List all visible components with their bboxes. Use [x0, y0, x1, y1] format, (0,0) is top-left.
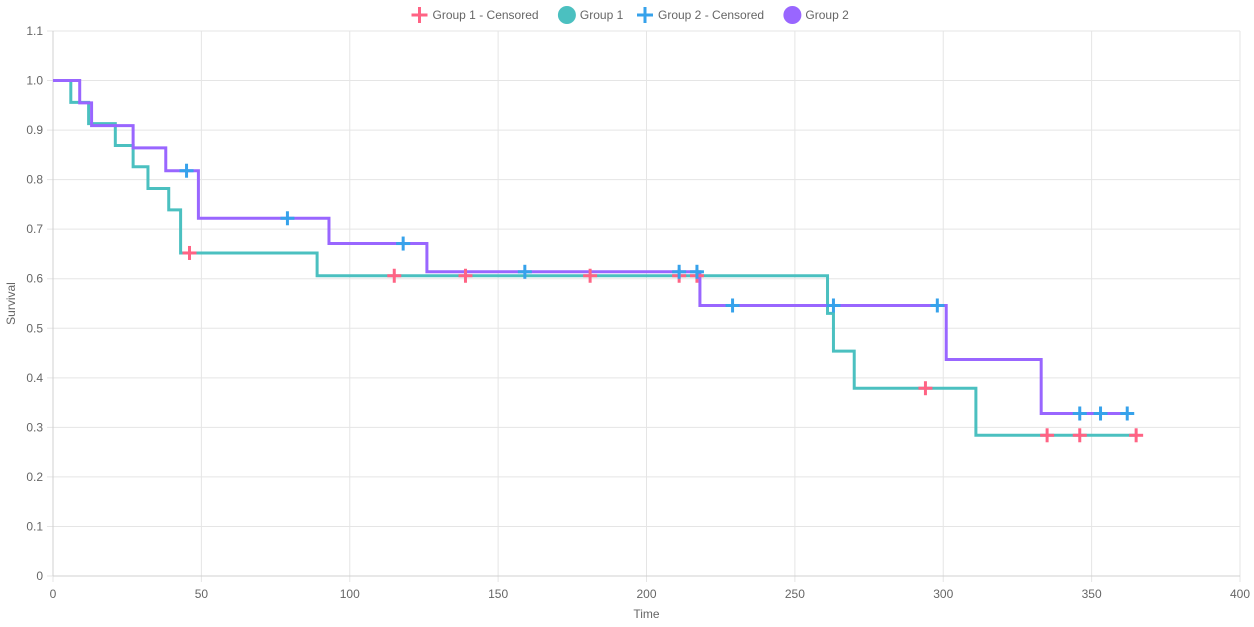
- y-tick-label: 0.2: [26, 470, 43, 484]
- legend-label: Group 1: [580, 8, 624, 22]
- censored-point[interactable]: [725, 298, 740, 313]
- x-tick-label: 200: [636, 587, 656, 601]
- censored-point[interactable]: [583, 268, 598, 283]
- y-tick-label: 0.7: [26, 222, 43, 236]
- legend-circle-icon: [783, 6, 802, 24]
- censored-point[interactable]: [1120, 406, 1135, 421]
- legend-circle-icon: [557, 6, 576, 24]
- y-tick-label: 0.6: [26, 272, 43, 286]
- series-line-group-2: [53, 79, 1128, 415]
- x-tick-label: 400: [1230, 587, 1250, 601]
- y-tick-label: 0.1: [26, 519, 43, 533]
- y-tick-label: 0.5: [26, 321, 43, 335]
- x-tick-label: 300: [933, 587, 953, 601]
- x-axis-title: Time: [633, 607, 660, 621]
- y-tick-label: 0.3: [26, 420, 43, 434]
- censored-markers: [179, 163, 1144, 443]
- x-tick-label: 150: [488, 587, 508, 601]
- censored-point[interactable]: [1072, 428, 1087, 443]
- legend-item-group-1-censored[interactable]: Group 1 - Censored: [411, 7, 539, 23]
- y-tick-label: 0: [36, 569, 43, 583]
- y-axis-title: Survival: [4, 282, 18, 325]
- y-tick-label: 0.8: [26, 173, 43, 187]
- censored-point[interactable]: [1040, 428, 1055, 443]
- legend-item-group-2-censored[interactable]: Group 2 - Censored: [637, 7, 764, 23]
- y-tick-label: 1.1: [26, 24, 43, 38]
- y-tick-label: 0.9: [26, 123, 43, 137]
- censored-point[interactable]: [672, 264, 687, 279]
- censored-point[interactable]: [930, 298, 945, 313]
- censored-point[interactable]: [517, 264, 532, 279]
- axes: 0 50 100 150 200 250 300 350 400 0 0.1 0.2 0.3 0.4 0.5…: [26, 24, 1250, 601]
- y-tick-label: 1.0: [26, 74, 43, 88]
- censored-point[interactable]: [918, 381, 933, 396]
- censored-point[interactable]: [182, 245, 197, 260]
- censored-point[interactable]: [1093, 406, 1108, 421]
- censored-point[interactable]: [458, 268, 473, 283]
- y-tick-label: 0.4: [26, 371, 43, 385]
- x-tick-label: 250: [785, 587, 805, 601]
- censored-point[interactable]: [396, 236, 411, 251]
- grid-lines: [47, 30, 1241, 582]
- legend-label: Group 2 - Censored: [658, 8, 764, 22]
- legend-label: Group 1 - Censored: [433, 8, 539, 22]
- censored-point[interactable]: [1129, 428, 1144, 443]
- series-line-group-1: [53, 79, 1137, 437]
- censored-point[interactable]: [280, 211, 295, 226]
- censored-point[interactable]: [689, 264, 704, 279]
- legend-item-group-2[interactable]: Group 2: [783, 6, 849, 24]
- x-tick-label: 350: [1082, 587, 1102, 601]
- legend[interactable]: Group 1 - Censored Group 1 Group 2 - Censo…: [411, 6, 850, 24]
- series-lines: [53, 79, 1137, 437]
- censored-point[interactable]: [1072, 406, 1087, 421]
- x-tick-label: 0: [50, 587, 57, 601]
- censored-point[interactable]: [387, 268, 402, 283]
- censored-point[interactable]: [179, 163, 194, 178]
- censored-point[interactable]: [826, 298, 841, 313]
- x-tick-label: 100: [340, 587, 360, 601]
- x-tick-label: 50: [195, 587, 209, 601]
- legend-item-group-1[interactable]: Group 1: [557, 6, 624, 24]
- legend-label: Group 2: [805, 8, 849, 22]
